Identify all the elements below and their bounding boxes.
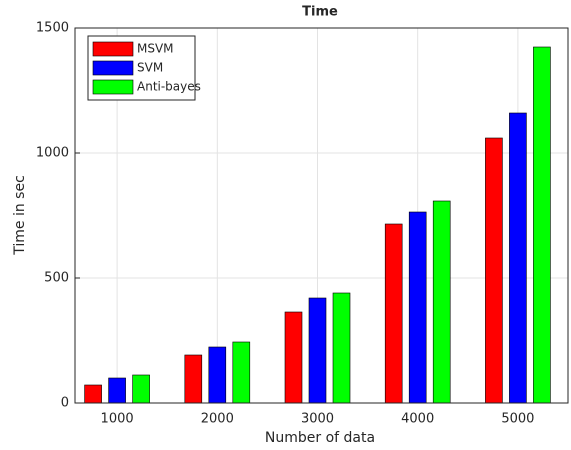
- x-tick-label: 3000: [301, 412, 334, 427]
- bar: [332, 292, 351, 404]
- legend-label: SVM: [137, 61, 163, 75]
- y-tick-label: 1000: [36, 146, 69, 161]
- y-axis-label: Time in sec: [12, 175, 28, 256]
- x-tick-label: 4000: [401, 412, 434, 427]
- legend-swatch: [92, 60, 134, 76]
- bar: [509, 112, 527, 404]
- x-tick-label: 2000: [201, 412, 234, 427]
- bar: [284, 311, 303, 404]
- bar: [384, 223, 403, 404]
- y-tick-label: 0: [61, 396, 69, 411]
- bar: [108, 377, 126, 404]
- bar: [485, 137, 503, 404]
- plot-frame: [74, 27, 569, 404]
- y-tick-label: 1500: [36, 21, 69, 36]
- chart-title: Time: [302, 5, 338, 20]
- bar: [208, 346, 227, 404]
- x-tick-label: 1000: [101, 412, 134, 427]
- bar: [533, 46, 551, 404]
- bar: [432, 200, 451, 404]
- legend-label: Anti-bayes: [137, 80, 201, 94]
- bar: [84, 384, 102, 404]
- bar: [308, 297, 327, 404]
- legend-swatch: [92, 79, 134, 95]
- bar: [184, 354, 203, 404]
- legend-swatch: [92, 41, 134, 57]
- x-axis-label: Number of data: [265, 430, 375, 446]
- legend-label: MSVM: [137, 42, 174, 56]
- y-tick-label: 500: [44, 271, 69, 286]
- bar: [132, 374, 150, 404]
- bar: [232, 341, 251, 404]
- x-tick-label: 5000: [501, 412, 534, 427]
- bar: [408, 211, 427, 404]
